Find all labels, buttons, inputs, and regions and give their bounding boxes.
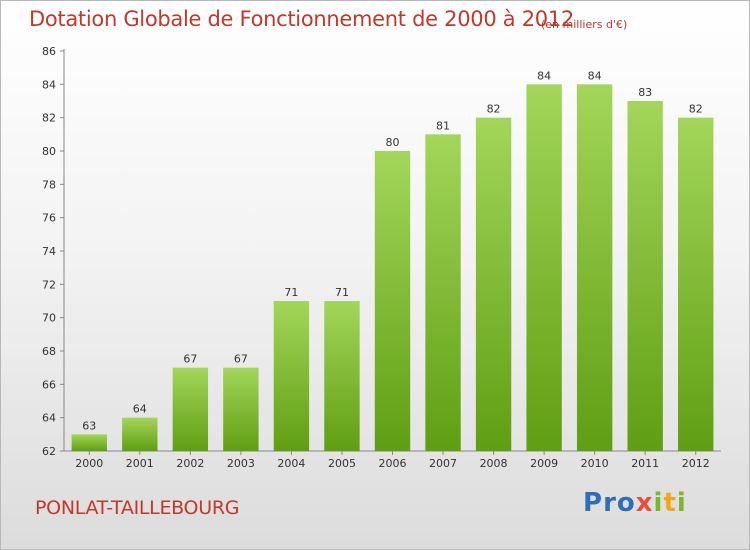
- logo-letter: r: [603, 488, 617, 518]
- y-tick-label: 74: [42, 245, 56, 258]
- logo-letter: P: [583, 488, 604, 518]
- logo-letter: t: [663, 488, 677, 518]
- x-tick-label: 2002: [176, 457, 204, 470]
- bar: [172, 367, 209, 451]
- bar: [223, 367, 259, 451]
- y-tick-label: 86: [42, 45, 56, 58]
- bar: [576, 84, 613, 451]
- x-tick-label: 2009: [530, 457, 558, 470]
- bar: [324, 301, 360, 451]
- logo-letter: i: [653, 488, 664, 518]
- y-tick-label: 80: [42, 145, 56, 158]
- bar: [627, 101, 663, 451]
- x-tick-label: 2004: [277, 457, 305, 470]
- unit-label: (en milliers d'€): [541, 18, 628, 31]
- data-label: 84: [537, 69, 551, 82]
- bar: [273, 301, 310, 451]
- data-label: 71: [284, 286, 298, 299]
- data-label: 83: [638, 86, 652, 99]
- data-label: 64: [133, 403, 147, 416]
- data-label: 67: [183, 353, 197, 366]
- logo-letter: x: [635, 488, 654, 518]
- logo-letter: o: [616, 488, 636, 518]
- x-tick-label: 2006: [379, 457, 407, 470]
- logo-letter: i: [676, 488, 687, 518]
- x-tick-label: 2010: [581, 457, 609, 470]
- x-tick-label: 2012: [682, 457, 710, 470]
- x-tick-label: 2005: [328, 457, 356, 470]
- y-tick-label: 76: [42, 212, 56, 225]
- y-tick-label: 64: [42, 412, 56, 425]
- data-label: 63: [82, 419, 96, 432]
- bar: [425, 134, 461, 452]
- data-label: 82: [689, 103, 703, 116]
- y-tick-label: 82: [42, 112, 56, 125]
- x-tick-label: 2008: [480, 457, 508, 470]
- data-label: 84: [588, 69, 602, 82]
- y-tick-label: 84: [42, 78, 56, 91]
- chart-title: Dotation Globale de Fonctionnement de 20…: [29, 7, 574, 31]
- bar: [374, 151, 411, 451]
- data-label: 82: [487, 103, 501, 116]
- bar: [526, 84, 562, 451]
- y-tick-label: 66: [42, 378, 56, 391]
- y-tick-label: 68: [42, 345, 56, 358]
- y-tick-label: 72: [42, 278, 56, 291]
- data-label: 71: [335, 286, 349, 299]
- x-tick-label: 2003: [227, 457, 255, 470]
- data-label: 80: [386, 136, 400, 149]
- bar: [122, 417, 158, 451]
- bar: [475, 117, 512, 452]
- x-tick-label: 2000: [75, 457, 103, 470]
- bar: [678, 117, 714, 452]
- x-tick-label: 2001: [126, 457, 154, 470]
- town-name: PONLAT-TAILLEBOURG: [35, 497, 240, 519]
- x-tick-label: 2007: [429, 457, 457, 470]
- proxiti-logo[interactable]: Proxiti: [583, 488, 687, 518]
- y-tick-label: 62: [42, 445, 56, 458]
- data-label: 81: [436, 119, 450, 132]
- y-tick-label: 78: [42, 178, 56, 191]
- x-tick-label: 2011: [631, 457, 659, 470]
- y-tick-label: 70: [42, 312, 56, 325]
- data-label: 67: [234, 353, 248, 366]
- bar: [71, 434, 107, 451]
